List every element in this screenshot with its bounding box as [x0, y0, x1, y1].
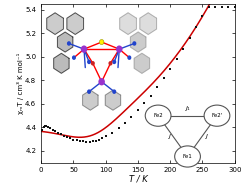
Point	[233, 6, 237, 9]
Point	[213, 6, 217, 9]
Point	[56, 132, 60, 135]
Circle shape	[116, 46, 122, 53]
Circle shape	[87, 60, 91, 64]
Polygon shape	[130, 32, 146, 52]
Point	[162, 77, 166, 80]
Point	[123, 121, 127, 124]
Text: Fe1: Fe1	[183, 154, 192, 159]
Text: $J_1$: $J_1$	[184, 104, 191, 113]
Circle shape	[112, 60, 116, 64]
Point	[44, 125, 48, 128]
Polygon shape	[134, 53, 150, 73]
Point	[42, 126, 46, 129]
Point	[155, 86, 159, 89]
Point	[97, 138, 101, 141]
Point	[40, 128, 44, 131]
Text: Fe2': Fe2'	[211, 113, 223, 118]
Point	[68, 137, 72, 140]
Point	[81, 140, 85, 143]
Text: $J$: $J$	[204, 132, 208, 141]
Point	[181, 48, 185, 51]
Circle shape	[112, 89, 116, 94]
Circle shape	[99, 40, 104, 45]
Text: $J$: $J$	[167, 132, 172, 141]
Circle shape	[204, 105, 230, 126]
Circle shape	[81, 46, 87, 53]
Point	[65, 136, 69, 139]
Circle shape	[98, 78, 105, 85]
Point	[51, 129, 55, 132]
Point	[71, 138, 75, 141]
Polygon shape	[58, 32, 73, 52]
Point	[143, 102, 146, 105]
Polygon shape	[54, 53, 69, 73]
Point	[168, 67, 172, 70]
Circle shape	[175, 146, 200, 167]
Point	[207, 6, 211, 9]
Circle shape	[108, 61, 113, 66]
Circle shape	[67, 41, 71, 46]
Point	[226, 6, 230, 9]
Point	[194, 26, 198, 29]
Point	[201, 15, 204, 18]
Text: Fe2: Fe2	[153, 113, 163, 118]
Polygon shape	[120, 13, 136, 34]
Point	[46, 126, 50, 129]
Point	[136, 109, 140, 112]
Point	[78, 139, 82, 143]
Circle shape	[132, 41, 136, 46]
Point	[43, 125, 47, 128]
Point	[110, 131, 114, 134]
Point	[104, 135, 108, 138]
Point	[175, 57, 179, 60]
Point	[94, 139, 98, 142]
Point	[59, 133, 62, 136]
Polygon shape	[47, 13, 63, 34]
Y-axis label: χₘT / cm³ K mol⁻¹: χₘT / cm³ K mol⁻¹	[17, 53, 24, 114]
Point	[88, 140, 91, 143]
Point	[84, 140, 88, 143]
Polygon shape	[83, 90, 98, 110]
Polygon shape	[67, 13, 83, 34]
Circle shape	[127, 55, 131, 60]
Point	[129, 115, 133, 118]
Point	[188, 37, 191, 40]
Point	[75, 139, 79, 142]
Point	[100, 137, 104, 140]
Polygon shape	[140, 13, 157, 34]
Point	[48, 127, 52, 130]
Circle shape	[91, 61, 95, 66]
Circle shape	[145, 105, 171, 126]
Circle shape	[87, 89, 91, 94]
Polygon shape	[105, 90, 121, 110]
Point	[117, 126, 121, 129]
Point	[62, 135, 66, 138]
X-axis label: T / K: T / K	[129, 175, 147, 184]
Point	[53, 130, 57, 133]
Circle shape	[72, 55, 76, 60]
Point	[149, 94, 153, 97]
Point	[91, 140, 95, 143]
Point	[220, 6, 224, 9]
